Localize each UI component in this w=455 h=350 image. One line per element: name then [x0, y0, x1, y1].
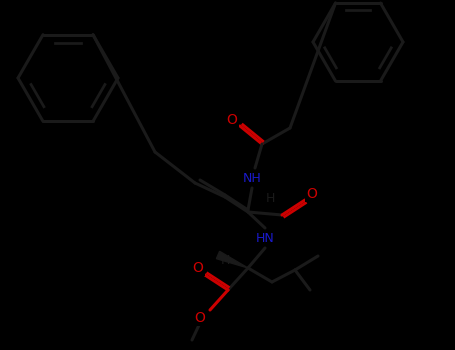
Text: O: O	[195, 311, 206, 325]
Text: O: O	[307, 187, 318, 201]
Text: NH: NH	[243, 172, 261, 184]
Polygon shape	[217, 251, 248, 268]
Text: O: O	[192, 261, 203, 275]
Text: HN: HN	[256, 231, 274, 245]
Text: H: H	[265, 191, 275, 204]
Text: O: O	[227, 113, 238, 127]
Text: H: H	[220, 253, 230, 266]
